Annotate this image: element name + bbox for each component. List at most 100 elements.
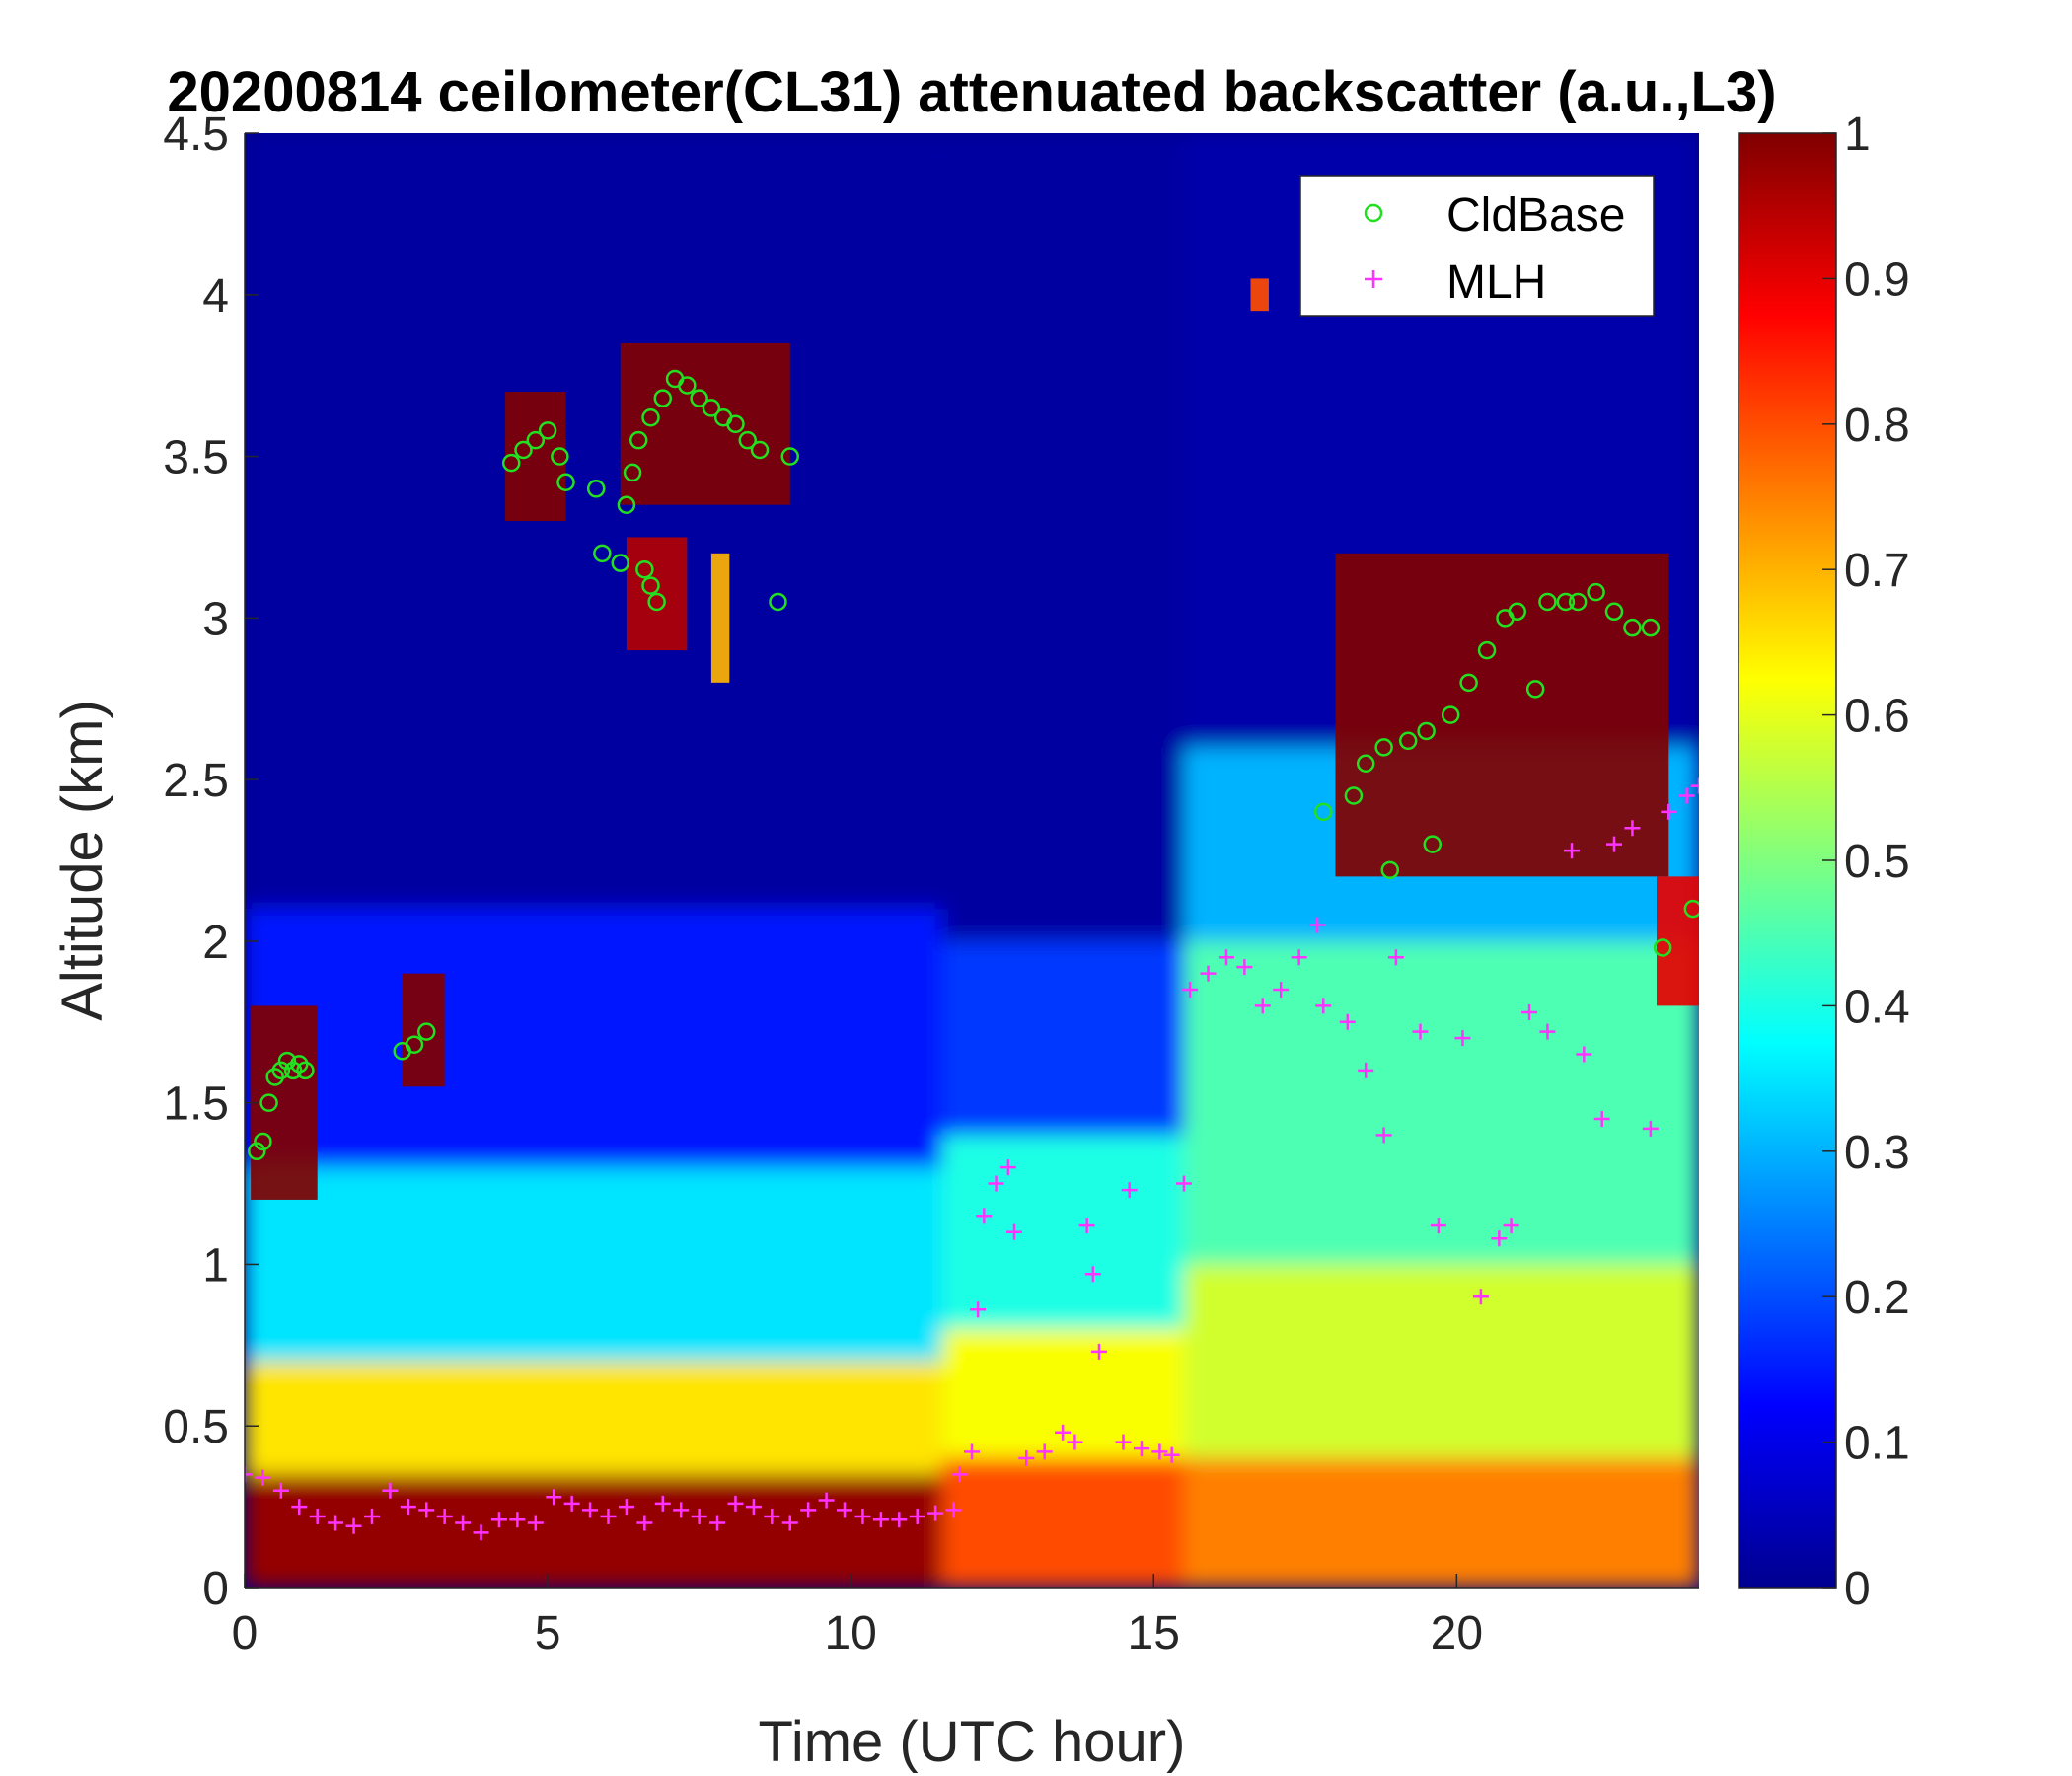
- y-tick-label: 0.5: [163, 1401, 229, 1453]
- y-tick-label: 1: [202, 1239, 229, 1292]
- cldbase-point: [1525, 680, 1545, 699]
- cldbase-point: [623, 463, 642, 482]
- backscatter-band: [245, 1167, 942, 1362]
- mlh-point: [1606, 836, 1623, 852]
- cloud-patches: [251, 278, 1699, 1200]
- mlh-point: [709, 1515, 726, 1531]
- mlh-point: [1291, 949, 1307, 966]
- y-tick-label: 1.5: [163, 1078, 229, 1131]
- cldbase-point: [1587, 582, 1605, 602]
- mlh-point: [1691, 777, 1699, 794]
- cldbase-point: [653, 389, 673, 407]
- mlh-point: [1375, 1127, 1392, 1144]
- mlh-point: [563, 1495, 580, 1512]
- cldbase-point: [556, 473, 575, 492]
- mlh-point: [527, 1515, 544, 1531]
- cldbase-series: [248, 369, 1699, 1161]
- chart-title: 20200814 ceilometer(CL31) attenuated bac…: [167, 60, 1776, 124]
- cloud-patch: [710, 553, 730, 683]
- x-tick-label: 20: [1431, 1607, 1483, 1660]
- mlh-point: [764, 1508, 780, 1524]
- mlh-point: [328, 1515, 344, 1531]
- mlh-point: [1339, 1013, 1356, 1030]
- y-axis-label: Altitude (km): [50, 700, 114, 1021]
- cldbase-point: [780, 447, 799, 466]
- cldbase-point: [1623, 618, 1642, 637]
- cldbase-point: [1398, 731, 1418, 751]
- cldbase-point: [1641, 618, 1661, 637]
- mlh-point: [800, 1502, 817, 1518]
- legend-cldbase-marker: [1364, 203, 1383, 223]
- mlh-point: [1412, 1023, 1429, 1040]
- mlh-point: [891, 1512, 908, 1528]
- mlh-point: [1236, 959, 1253, 976]
- mlh-point: [1309, 917, 1326, 933]
- mlh-point: [382, 1482, 399, 1499]
- legend: CldBase MLH: [1299, 175, 1655, 317]
- mlh-point: [1090, 1343, 1107, 1360]
- mlh-point: [1133, 1441, 1149, 1457]
- colorbar-tick-label: 0.3: [1844, 1127, 1910, 1179]
- mlh-point: [436, 1508, 453, 1524]
- cldbase-point: [1356, 754, 1375, 773]
- mlh-point: [1503, 1218, 1519, 1234]
- cldbase-point: [1653, 938, 1672, 957]
- cloud-patch: [1657, 876, 1699, 1006]
- mlh-point: [509, 1512, 526, 1528]
- cldbase-point: [1538, 592, 1557, 612]
- cldbase-point: [1344, 786, 1364, 805]
- legend-box: [1299, 175, 1655, 317]
- cldbase-point: [738, 430, 758, 450]
- cldbase-point: [526, 430, 546, 450]
- cldbase-point: [1568, 592, 1588, 612]
- legend-cldbase-label: CldBase: [1446, 189, 1625, 242]
- cldbase-point: [1374, 738, 1393, 757]
- mlh-point: [473, 1524, 489, 1541]
- mlh-point: [1005, 1223, 1022, 1240]
- y-tick-label: 0: [202, 1563, 229, 1615]
- mlh-point: [781, 1515, 798, 1531]
- y-tick-label: 4: [202, 270, 229, 323]
- cldbase-point: [277, 1051, 297, 1071]
- mlh-point: [1539, 1023, 1556, 1040]
- backscatter-band: [1183, 940, 1699, 1265]
- backscatter-band: [941, 1135, 1184, 1329]
- mlh-point: [1564, 843, 1581, 859]
- colorbar-tick-label: 0: [1844, 1563, 1871, 1615]
- x-tick-label: 0: [232, 1607, 259, 1660]
- mlh-point: [1175, 1175, 1192, 1192]
- mlh-point: [976, 1208, 993, 1224]
- colorbar-tick-label: 0.7: [1844, 545, 1910, 597]
- mlh-point: [1430, 1218, 1446, 1234]
- mlh-point: [1576, 1046, 1592, 1063]
- mlh-point: [854, 1508, 871, 1524]
- mlh-point: [1454, 1030, 1471, 1047]
- backscatter-band: [245, 1474, 942, 1588]
- mlh-point: [1084, 1266, 1101, 1283]
- mlh-point: [970, 1301, 987, 1318]
- cldbase-point: [1508, 602, 1526, 622]
- mlh-point: [1521, 1003, 1538, 1020]
- mlh-point: [600, 1508, 617, 1524]
- plot-area: [245, 133, 1699, 1588]
- mlh-point: [1163, 1446, 1180, 1463]
- cldbase-point: [1604, 602, 1624, 622]
- cloud-patch: [1335, 553, 1669, 877]
- x-tick-label: 10: [824, 1607, 876, 1660]
- y-tick-label: 3.5: [163, 432, 229, 484]
- mlh-point: [727, 1495, 744, 1512]
- backscatter-band: [941, 940, 1184, 1136]
- mlh-point: [1182, 982, 1199, 999]
- mlh-point: [1661, 803, 1677, 820]
- cldbase-point: [641, 407, 660, 427]
- mlh-point: [951, 1466, 968, 1483]
- cldbase-point: [296, 1061, 315, 1080]
- mlh-point: [400, 1499, 416, 1516]
- mlh-point: [1358, 1062, 1374, 1078]
- backscatter-band: [245, 133, 942, 910]
- x-axis-label: Time (UTC hour): [759, 1710, 1186, 1774]
- colorbar: 0 0.1 0.2 0.3 0.4 0.5 0.6 0.7 0.8 0.9 1: [1738, 109, 1910, 1615]
- mlh-point: [745, 1499, 762, 1516]
- cldbase-point: [611, 554, 630, 572]
- cldbase-point: [769, 592, 787, 612]
